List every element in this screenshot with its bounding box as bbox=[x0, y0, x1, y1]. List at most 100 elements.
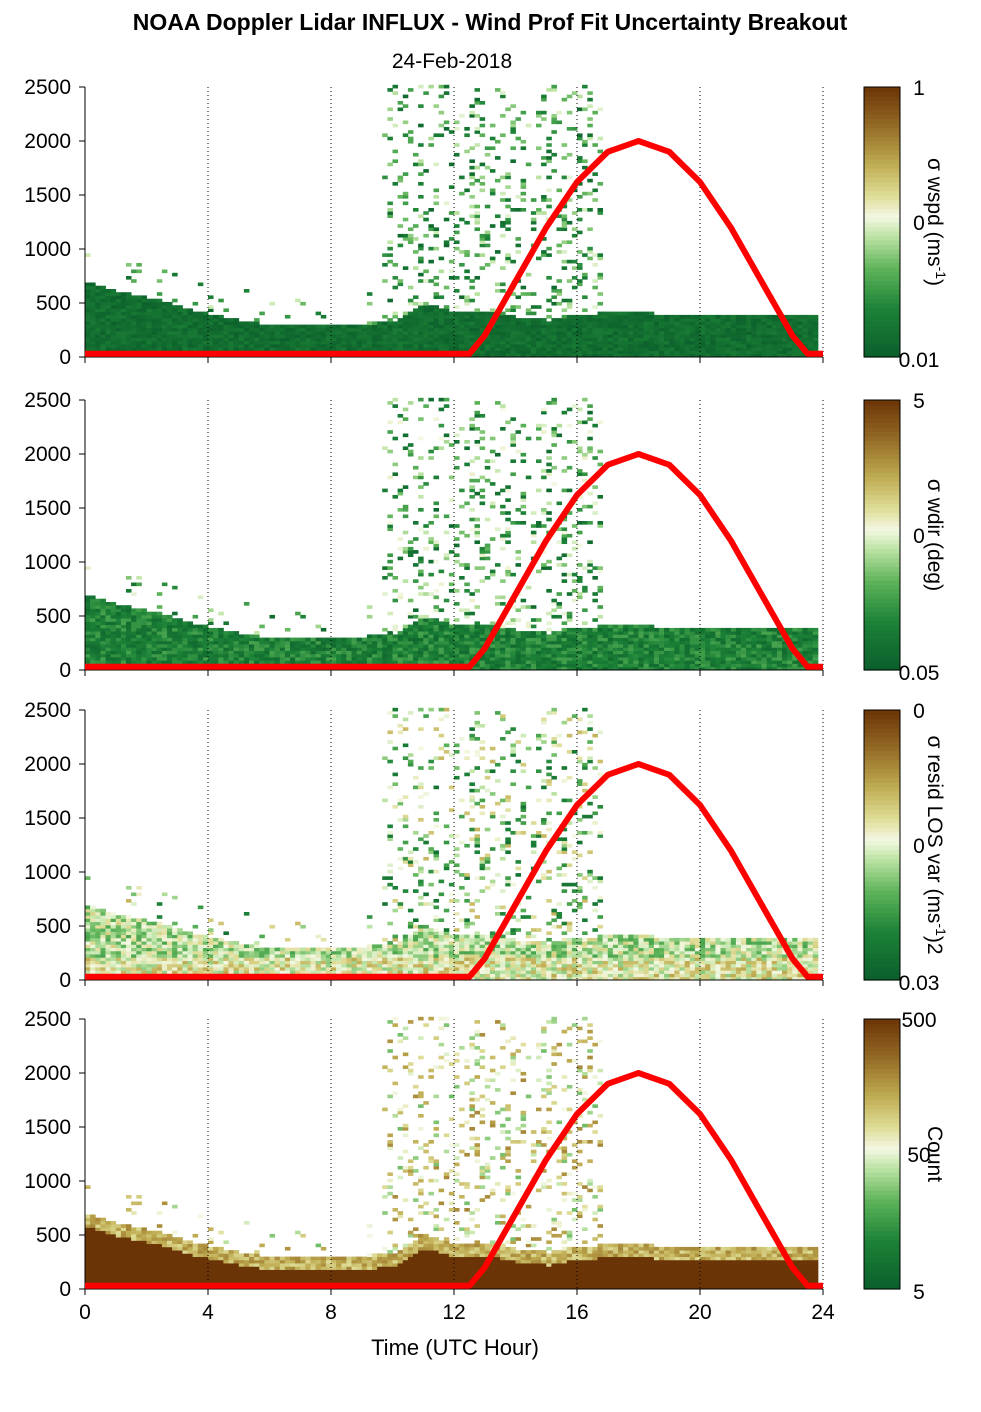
heatmap-cell bbox=[146, 318, 153, 322]
heatmap-cell bbox=[792, 663, 798, 668]
heatmap-cell bbox=[433, 608, 440, 613]
heatmap-cell bbox=[392, 159, 399, 164]
heatmap-cell bbox=[192, 657, 199, 661]
heatmap-cell bbox=[167, 344, 173, 348]
heatmap-cell bbox=[700, 647, 706, 651]
heatmap-cell bbox=[515, 195, 522, 199]
heatmap-cell bbox=[720, 660, 727, 664]
heatmap-cell bbox=[556, 347, 563, 351]
heatmap-cell bbox=[684, 666, 691, 671]
heatmap-cell bbox=[500, 233, 506, 238]
heatmap-cell bbox=[484, 660, 491, 664]
heatmap-cell bbox=[607, 637, 614, 642]
heatmap-cell bbox=[659, 318, 665, 322]
heatmap-cell bbox=[325, 347, 332, 351]
heatmap-cell bbox=[577, 321, 583, 326]
heatmap-cell bbox=[602, 640, 609, 645]
heatmap-cell bbox=[587, 449, 593, 454]
heatmap-cell bbox=[459, 321, 465, 326]
heatmap-cell bbox=[146, 640, 153, 645]
heatmap-cell bbox=[582, 321, 588, 326]
heatmap-cell bbox=[592, 331, 598, 335]
heatmap-cell bbox=[776, 321, 783, 326]
heatmap-cell bbox=[607, 650, 614, 655]
heatmap-cell bbox=[443, 530, 450, 535]
heatmap-cell bbox=[510, 208, 516, 212]
heatmap-cell bbox=[684, 324, 691, 329]
heatmap-cell bbox=[418, 472, 424, 477]
heatmap-cell bbox=[387, 660, 393, 664]
heatmap-cell bbox=[474, 631, 481, 635]
heatmap-cell bbox=[136, 347, 142, 351]
heatmap-cell bbox=[648, 663, 655, 668]
heatmap-cell bbox=[766, 318, 773, 322]
heatmap-cell bbox=[320, 660, 327, 664]
heatmap-cell bbox=[566, 353, 573, 358]
heatmap-cell bbox=[274, 327, 281, 332]
heatmap-cell bbox=[279, 334, 286, 338]
heatmap-cell bbox=[315, 340, 322, 345]
heatmap-cell bbox=[602, 627, 609, 632]
heatmap-cell bbox=[746, 318, 752, 322]
heatmap-cell bbox=[115, 305, 122, 309]
heatmap-cell bbox=[633, 344, 639, 348]
heatmap-cell bbox=[90, 347, 96, 351]
heatmap-cell bbox=[438, 608, 445, 613]
heatmap-cell bbox=[577, 407, 583, 412]
heatmap-cell bbox=[161, 621, 168, 626]
heatmap-cell bbox=[500, 660, 506, 664]
heatmap-cell bbox=[551, 650, 557, 655]
heatmap-cell bbox=[469, 298, 475, 303]
heatmap-cell bbox=[592, 666, 598, 671]
heatmap-cell bbox=[515, 637, 522, 642]
heatmap-cell bbox=[243, 650, 250, 655]
heatmap-cell bbox=[741, 657, 747, 661]
heatmap-cell bbox=[782, 331, 788, 335]
colorbar-segment bbox=[864, 91, 900, 97]
heatmap-cell bbox=[797, 627, 803, 632]
heatmap-cell bbox=[464, 657, 470, 661]
heatmap-cell bbox=[556, 563, 563, 567]
heatmap-cell bbox=[597, 340, 604, 345]
heatmap-cell bbox=[105, 647, 112, 651]
heatmap-cell bbox=[797, 644, 803, 648]
heatmap-cell bbox=[310, 650, 317, 655]
heatmap-cell bbox=[218, 650, 224, 655]
heatmap-cell bbox=[387, 162, 393, 167]
heatmap-cell bbox=[320, 327, 327, 332]
heatmap-cell bbox=[766, 324, 773, 329]
heatmap-cell bbox=[192, 321, 199, 326]
heatmap-cell bbox=[787, 627, 793, 632]
heatmap-cell bbox=[592, 644, 598, 648]
heatmap-cell bbox=[653, 663, 660, 668]
heatmap-cell bbox=[269, 344, 276, 348]
colorbar-segment bbox=[864, 316, 900, 322]
heatmap-cell bbox=[643, 353, 650, 358]
heatmap-cell bbox=[141, 657, 147, 661]
heatmap-cell bbox=[105, 327, 112, 332]
heatmap-cell bbox=[172, 314, 178, 319]
heatmap-cell bbox=[407, 321, 414, 326]
heatmap-cell bbox=[489, 340, 496, 345]
heatmap-cell bbox=[300, 644, 306, 648]
heatmap-cell bbox=[115, 634, 122, 639]
heatmap-cell bbox=[792, 350, 798, 355]
heatmap-cell bbox=[500, 327, 506, 332]
heatmap-cell bbox=[469, 110, 475, 115]
heatmap-cell bbox=[577, 314, 583, 319]
heatmap-cell bbox=[443, 627, 450, 632]
heatmap-cell bbox=[90, 595, 96, 600]
heatmap-cell bbox=[126, 337, 132, 342]
heatmap-cell bbox=[592, 511, 598, 515]
heatmap-cell bbox=[238, 337, 245, 342]
heatmap-cell bbox=[254, 650, 260, 655]
heatmap-cell bbox=[110, 605, 117, 609]
heatmap-cell bbox=[428, 334, 434, 338]
heatmap-cell bbox=[674, 344, 680, 348]
heatmap-cell bbox=[730, 647, 737, 651]
heatmap-cell bbox=[85, 634, 91, 639]
heatmap-cell bbox=[536, 344, 542, 348]
heatmap-cell bbox=[146, 324, 153, 329]
heatmap-cell bbox=[310, 327, 317, 332]
heatmap-cell bbox=[115, 334, 122, 338]
